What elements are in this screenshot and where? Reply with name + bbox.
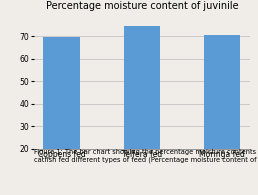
Text: Figure 1: The bar chart showing the percentage moisture contents of juvenile
cat: Figure 1: The bar chart showing the perc… bbox=[34, 149, 258, 163]
Bar bbox=[43, 37, 79, 194]
Title: Percentage moisture content of juvinile: Percentage moisture content of juvinile bbox=[46, 2, 238, 12]
Bar bbox=[204, 35, 240, 194]
Bar bbox=[124, 26, 160, 194]
